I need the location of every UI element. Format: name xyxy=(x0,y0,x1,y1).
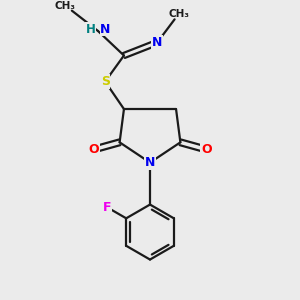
Text: N: N xyxy=(145,156,155,169)
Text: O: O xyxy=(88,143,99,156)
Text: N: N xyxy=(100,23,111,36)
Text: CH₃: CH₃ xyxy=(168,8,189,19)
Text: S: S xyxy=(100,75,109,88)
Text: O: O xyxy=(201,143,212,156)
Text: F: F xyxy=(103,201,112,214)
Text: N: N xyxy=(152,36,162,49)
Text: H: H xyxy=(86,23,96,36)
Text: CH₃: CH₃ xyxy=(55,1,76,11)
